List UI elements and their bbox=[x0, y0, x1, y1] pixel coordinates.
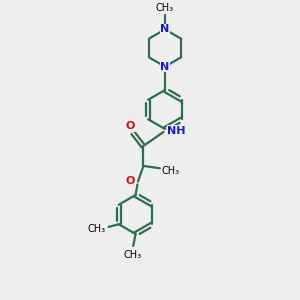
Text: CH₃: CH₃ bbox=[161, 166, 179, 176]
Text: CH₃: CH₃ bbox=[124, 250, 142, 260]
Text: O: O bbox=[126, 122, 135, 131]
Text: CH₃: CH₃ bbox=[87, 224, 106, 234]
Text: N: N bbox=[160, 24, 169, 34]
Text: CH₃: CH₃ bbox=[156, 3, 174, 13]
Text: N: N bbox=[160, 61, 169, 72]
Text: O: O bbox=[126, 176, 135, 187]
Text: NH: NH bbox=[167, 125, 186, 136]
